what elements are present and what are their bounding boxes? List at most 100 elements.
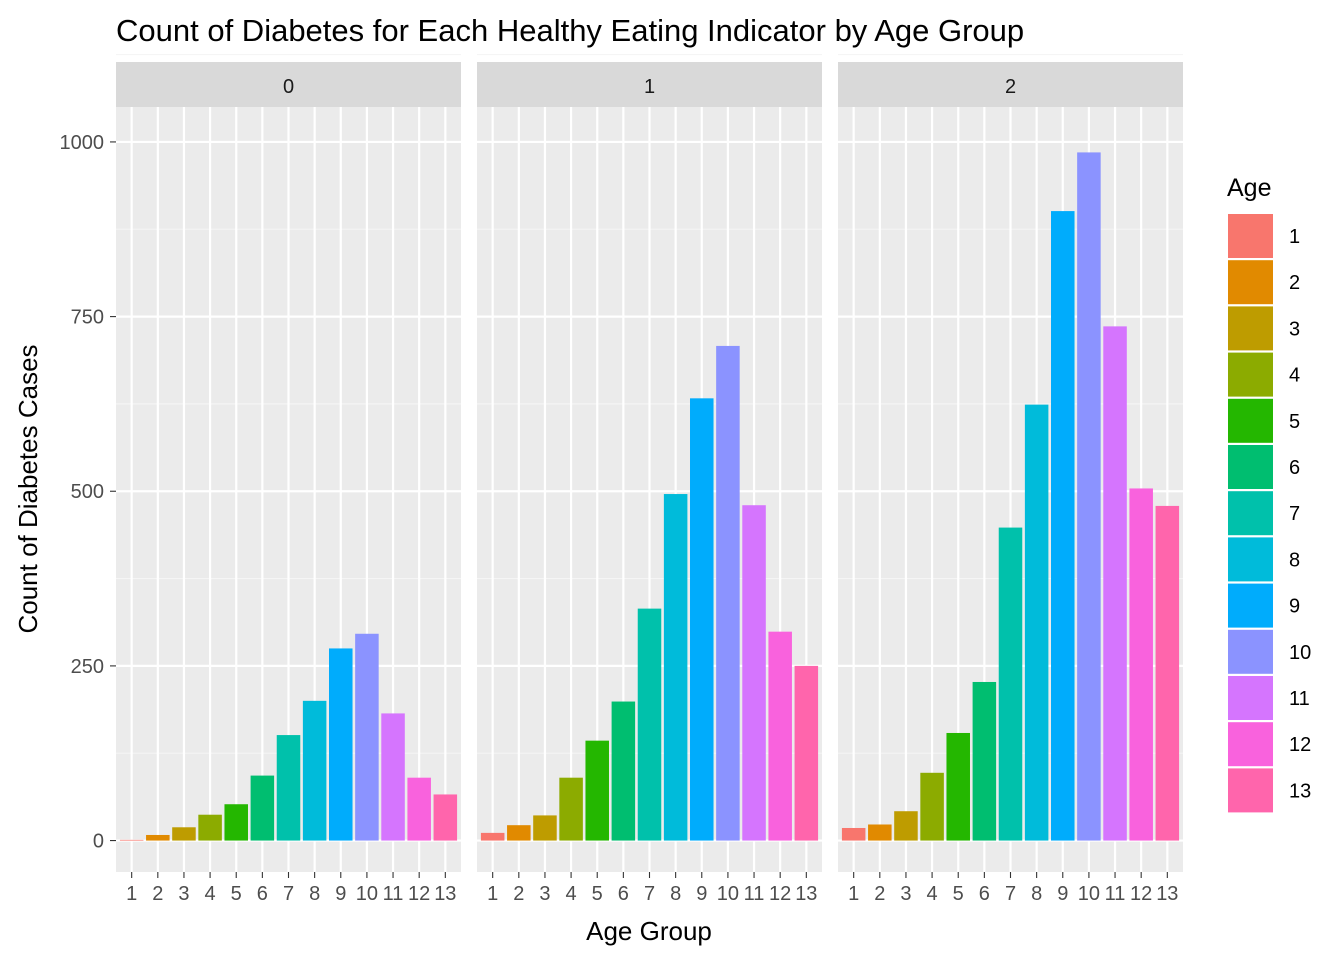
- legend-label: 5: [1289, 411, 1300, 433]
- y-axis-title: Count of Diabetes Cases: [13, 344, 43, 633]
- x-tick-label: 9: [1057, 883, 1068, 905]
- x-tick-label: 13: [434, 883, 456, 905]
- x-tick-label: 8: [309, 883, 320, 905]
- legend-title: Age: [1227, 174, 1271, 202]
- x-tick-label: 2: [874, 883, 885, 905]
- x-tick-label: 12: [769, 883, 791, 905]
- bar: [998, 527, 1023, 841]
- bar: [355, 633, 379, 841]
- y-tick-label: 500: [71, 481, 104, 503]
- legend-key: [1228, 398, 1273, 443]
- x-tick-label: 12: [1130, 883, 1152, 905]
- bar: [559, 777, 583, 841]
- bar: [611, 701, 636, 841]
- legend-key: [1228, 537, 1273, 582]
- bar: [585, 740, 609, 841]
- bar: [920, 772, 944, 841]
- bar: [868, 824, 892, 841]
- facet-panel-2: 21 2 3 4 5 6 7 8 9 10 11 12 13: [838, 54, 1183, 905]
- bar: [276, 735, 301, 841]
- bar: [716, 345, 740, 841]
- legend-key: [1228, 768, 1273, 813]
- legend-label: 9: [1289, 596, 1300, 618]
- facet-strip: [116, 62, 461, 107]
- y-tick-label: 0: [93, 831, 104, 853]
- legend-label: 3: [1289, 318, 1300, 340]
- x-tick-label: 10: [717, 883, 739, 905]
- facet-strip: [838, 62, 1183, 107]
- x-tick-label: 9: [335, 883, 346, 905]
- facet-strip: [477, 62, 822, 107]
- x-tick-label: 7: [1005, 883, 1016, 905]
- bar: [146, 834, 170, 841]
- x-tick-label: 13: [1156, 883, 1178, 905]
- bar: [250, 775, 275, 841]
- legend-key: [1228, 583, 1273, 628]
- facet-panel-1: 11 2 3 4 5 6 7 8 9 10 11 12 13: [477, 54, 822, 905]
- bar: [480, 832, 505, 841]
- x-axis-title: Age Group: [586, 916, 712, 946]
- bar: [742, 505, 766, 841]
- legend-key: [1228, 676, 1273, 720]
- chart-title: Count of Diabetes for Each Healthy Eatin…: [116, 13, 1024, 48]
- x-tick-label: 11: [1105, 883, 1126, 905]
- x-tick-label: 5: [592, 883, 603, 905]
- bar: [1129, 488, 1153, 841]
- bar: [507, 825, 531, 841]
- bar: [1103, 326, 1127, 841]
- bar: [198, 814, 222, 841]
- x-tick-label: 1: [848, 883, 859, 905]
- bar: [1077, 152, 1101, 841]
- bar: [841, 827, 866, 841]
- x-tick-label: 12: [408, 883, 430, 905]
- x-tick-label: 1: [126, 883, 137, 905]
- x-tick-label: 3: [178, 883, 189, 905]
- legend-label: 12: [1289, 734, 1311, 756]
- bar: [1155, 505, 1180, 841]
- x-tick-label: 8: [1031, 883, 1042, 905]
- bar: [329, 648, 353, 841]
- y-axis: 0 250 500 750 1000: [60, 132, 116, 853]
- bar: [894, 811, 918, 841]
- y-tick-label: 250: [71, 656, 104, 678]
- x-tick-label: 3: [539, 883, 550, 905]
- legend-key: [1228, 306, 1273, 351]
- legend-label: 10: [1289, 642, 1311, 664]
- bar: [1024, 404, 1049, 841]
- y-tick-label: 750: [71, 307, 104, 329]
- legend-label: 11: [1289, 688, 1310, 710]
- bar: [1051, 211, 1075, 841]
- legend-key: [1228, 352, 1273, 397]
- x-tick-label: 8: [670, 883, 681, 905]
- bar: [407, 777, 431, 841]
- x-tick-label: 7: [283, 883, 294, 905]
- x-tick-label: 4: [927, 883, 938, 905]
- bar: [690, 398, 714, 841]
- facet-strip-label: 2: [1005, 76, 1016, 98]
- x-tick-label: 3: [900, 883, 911, 905]
- x-tick-label: 6: [618, 883, 629, 905]
- legend-key: [1228, 214, 1273, 258]
- facet-strip-label: 1: [644, 76, 655, 98]
- bar: [637, 608, 662, 841]
- legend-label: 2: [1289, 272, 1300, 294]
- x-tick-label: 5: [953, 883, 964, 905]
- x-tick-label: 6: [257, 883, 268, 905]
- bar: [972, 681, 997, 841]
- legend-key: [1228, 629, 1273, 674]
- bar: [794, 665, 819, 841]
- x-tick-label: 11: [744, 883, 765, 905]
- y-tick-label: 1000: [60, 132, 105, 154]
- legend-label: 6: [1289, 457, 1300, 479]
- bar: [663, 494, 688, 841]
- legend-key: [1228, 491, 1273, 536]
- x-tick-label: 5: [231, 883, 242, 905]
- bar: [768, 631, 792, 841]
- legend-key: [1228, 260, 1273, 305]
- x-tick-label: 4: [566, 883, 577, 905]
- legend-label: 8: [1289, 549, 1300, 571]
- bar: [381, 713, 405, 841]
- x-tick-label: 10: [1078, 883, 1100, 905]
- x-tick-label: 2: [513, 883, 524, 905]
